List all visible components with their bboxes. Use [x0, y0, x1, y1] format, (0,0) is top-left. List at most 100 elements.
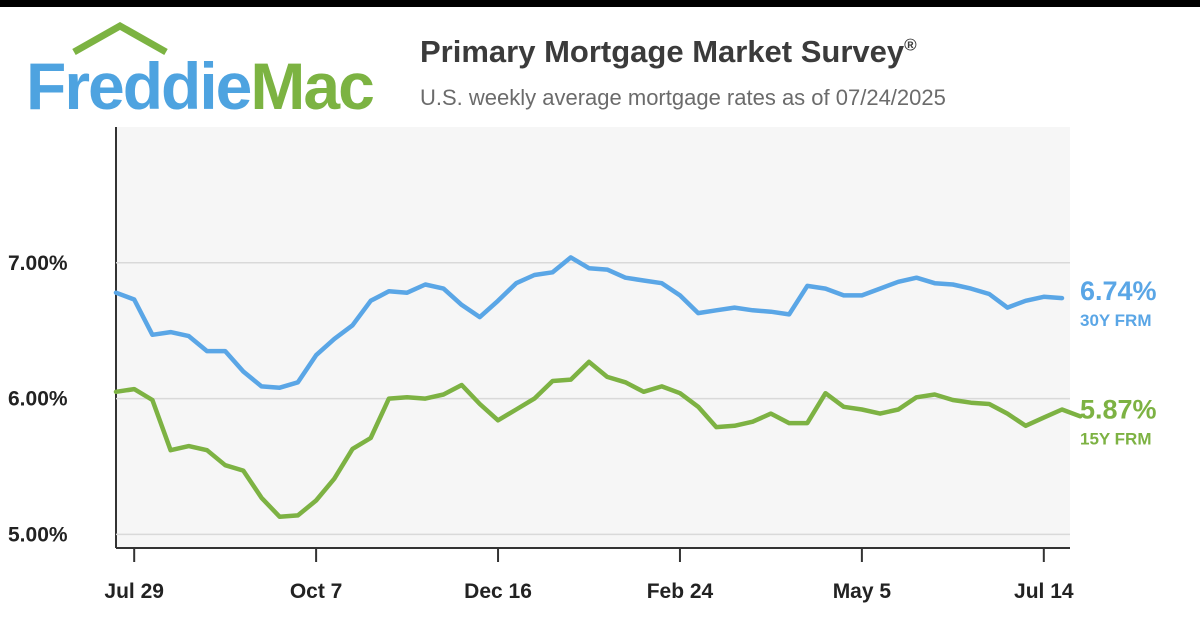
house-roof-icon — [72, 22, 168, 56]
data-point-30y-frm — [934, 282, 936, 284]
series-layer — [113, 255, 1083, 520]
data-point-15y-frm — [115, 391, 117, 393]
data-point-30y-frm — [188, 335, 190, 337]
data-point-30y-frm — [406, 292, 408, 294]
data-point-15y-frm — [624, 381, 627, 383]
data-point-30y-frm — [242, 370, 244, 373]
data-point-30y-frm — [115, 292, 117, 294]
data-point-15y-frm — [588, 361, 590, 363]
data-point-15y-frm — [934, 393, 936, 396]
data-point-30y-frm — [752, 309, 754, 311]
data-point-30y-frm — [315, 354, 317, 356]
data-point-15y-frm — [406, 396, 408, 398]
data-point-30y-frm — [1006, 307, 1009, 309]
data-point-30y-frm — [733, 307, 736, 309]
data-point-30y-frm — [224, 350, 226, 352]
data-point-15y-frm — [715, 426, 717, 428]
data-point-15y-frm — [479, 403, 481, 405]
top-border — [0, 0, 1200, 7]
x-tick-label: Jul 29 — [104, 580, 164, 603]
data-point-15y-frm — [915, 396, 918, 398]
data-point-30y-frm — [1061, 297, 1063, 299]
data-point-30y-frm — [952, 283, 954, 286]
data-point-30y-frm — [170, 331, 172, 333]
data-point-30y-frm — [606, 269, 608, 271]
data-point-30y-frm — [151, 334, 153, 336]
x-tick-label: Oct 7 — [290, 580, 343, 603]
data-point-30y-frm — [988, 293, 990, 295]
data-point-15y-frm — [424, 398, 426, 400]
data-point-30y-frm — [260, 385, 263, 387]
plot-background — [116, 127, 1070, 548]
logo-wordmark: FreddieMac — [26, 46, 375, 126]
data-point-30y-frm — [861, 294, 863, 296]
data-point-30y-frm — [970, 288, 972, 290]
data-point-15y-frm — [570, 379, 572, 381]
data-point-30y-frm — [679, 294, 681, 296]
data-point-15y-frm — [879, 413, 881, 415]
data-point-30y-frm — [424, 283, 426, 286]
data-point-30y-frm — [715, 309, 717, 311]
data-point-15y-frm — [952, 399, 954, 401]
page-title: Primary Mortgage Market Survey® — [420, 34, 917, 70]
data-point-15y-frm — [315, 499, 317, 502]
data-point-15y-frm — [242, 470, 244, 472]
data-point-15y-frm — [970, 402, 972, 404]
y-tick-label: 6.00% — [8, 388, 68, 411]
data-point-30y-frm — [497, 300, 499, 302]
freddie-mac-logo: FreddieMac — [26, 22, 386, 123]
data-point-15y-frm — [661, 385, 663, 387]
data-point-30y-frm — [206, 350, 208, 352]
data-point-30y-frm — [661, 282, 663, 284]
data-point-15y-frm — [1043, 417, 1045, 419]
x-tick-label: May 5 — [833, 580, 892, 603]
data-point-30y-frm — [370, 300, 372, 302]
logo-part-freddie: Freddie — [26, 49, 252, 123]
y-tick-label: 7.00% — [8, 252, 68, 275]
data-point-30y-frm — [879, 288, 881, 290]
data-point-15y-frm — [515, 408, 517, 411]
data-point-30y-frm — [1025, 300, 1027, 302]
data-point-30y-frm — [461, 304, 463, 306]
data-point-15y-frm — [133, 388, 135, 390]
data-point-15y-frm — [497, 419, 499, 421]
data-point-30y-frm — [533, 274, 536, 276]
data-point-30y-frm — [552, 271, 554, 273]
data-point-15y-frm — [370, 437, 372, 439]
data-point-30y-frm — [279, 387, 281, 389]
data-point-15y-frm — [533, 398, 536, 400]
data-point-15y-frm — [861, 408, 863, 411]
data-point-15y-frm — [170, 449, 172, 451]
data-point-15y-frm — [388, 398, 390, 400]
data-point-15y-frm — [552, 380, 554, 382]
data-point-15y-frm — [806, 422, 808, 424]
data-point-15y-frm — [1006, 413, 1009, 415]
y-tick-label: 5.00% — [8, 523, 68, 546]
data-point-15y-frm — [442, 393, 445, 396]
data-point-30y-frm — [333, 338, 335, 340]
series-name-15y-frm: 15Y FRM — [1080, 429, 1152, 448]
data-point-30y-frm — [770, 311, 772, 313]
end-value-15y-frm: 5.87% — [1080, 394, 1157, 424]
data-point-30y-frm — [824, 288, 827, 290]
data-point-15y-frm — [224, 464, 226, 466]
data-point-15y-frm — [260, 497, 263, 499]
data-point-30y-frm — [788, 313, 790, 315]
data-point-30y-frm — [351, 324, 354, 326]
data-point-30y-frm — [843, 294, 845, 296]
data-point-15y-frm — [188, 445, 190, 447]
data-point-15y-frm — [824, 392, 827, 394]
data-point-15y-frm — [1025, 425, 1027, 427]
data-point-30y-frm — [697, 312, 699, 314]
data-point-30y-frm — [297, 381, 299, 383]
series-name-30y-frm: 30Y FRM — [1080, 311, 1152, 330]
data-point-15y-frm — [843, 406, 845, 408]
data-point-30y-frm — [133, 298, 135, 301]
data-point-15y-frm — [351, 448, 354, 450]
data-point-30y-frm — [515, 282, 517, 284]
data-point-15y-frm — [697, 406, 699, 408]
data-point-30y-frm — [588, 267, 590, 269]
data-point-15y-frm — [897, 408, 899, 411]
data-point-30y-frm — [388, 290, 390, 292]
data-point-15y-frm — [206, 449, 208, 451]
